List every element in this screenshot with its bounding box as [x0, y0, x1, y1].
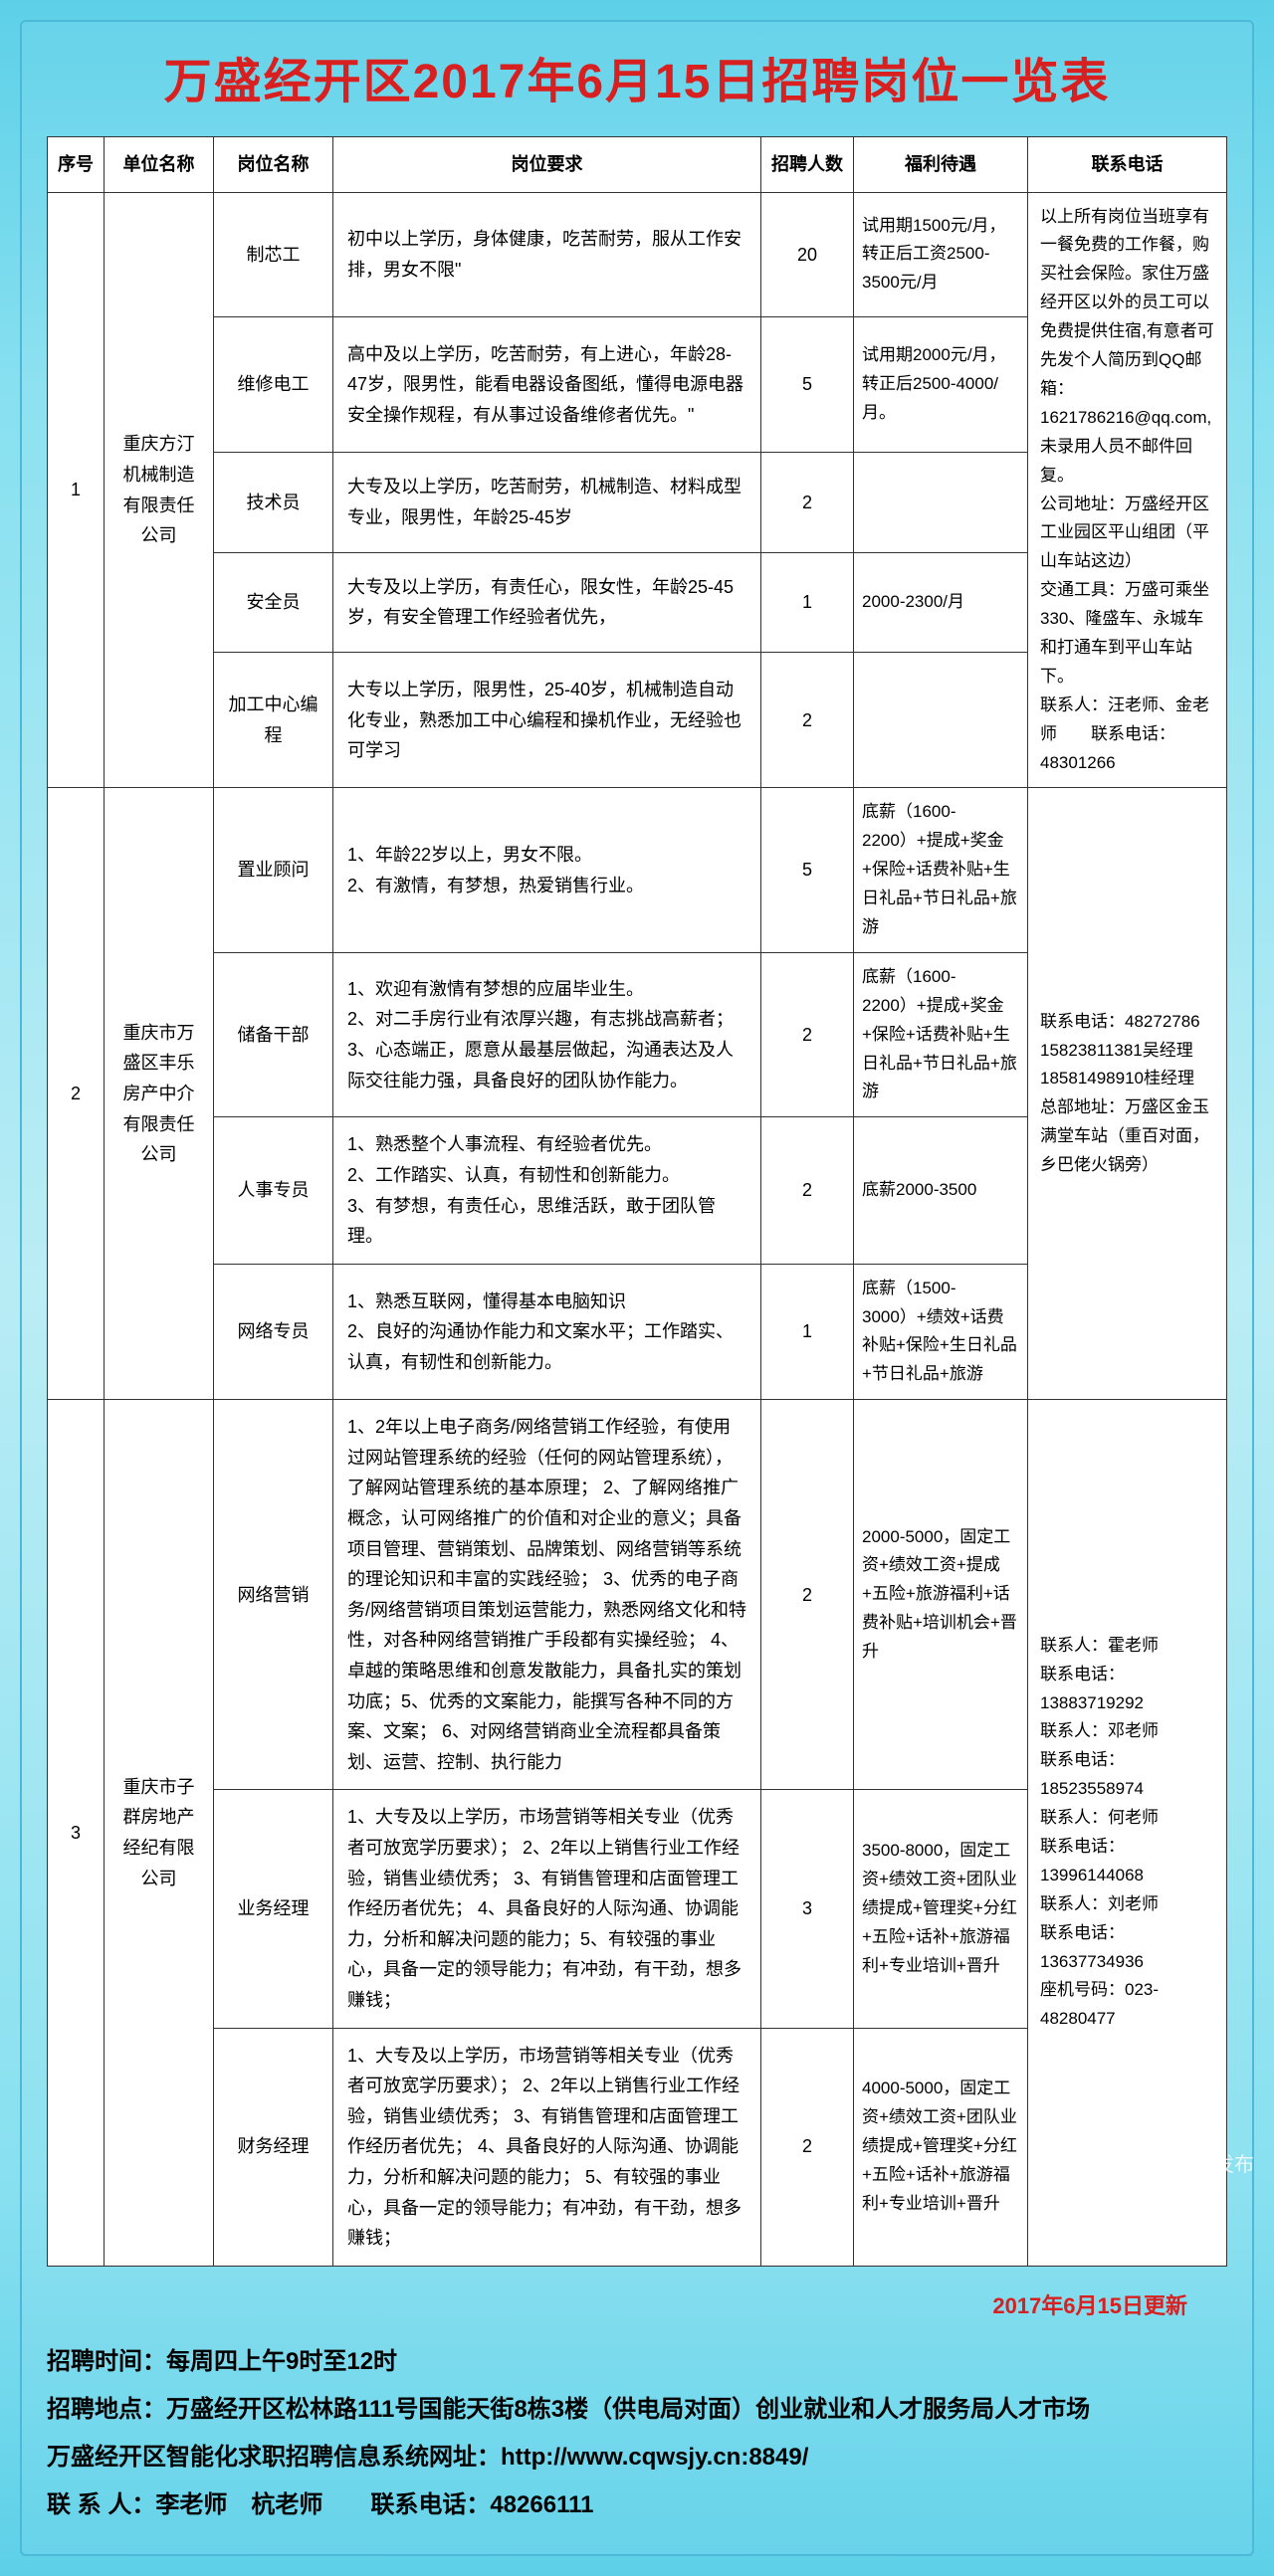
cell-benefit: 试用期1500元/月，转正后工资2500-3500元/月	[854, 192, 1028, 317]
cell-count: 20	[761, 192, 854, 317]
cell-benefit: 2000-2300/月	[854, 552, 1028, 652]
table-row: 3重庆市子群房地产经纪有限公司网络营销1、2年以上电子商务/网络营销工作经验，有…	[48, 1400, 1227, 1790]
cell-seq: 3	[48, 1400, 105, 2266]
cell-position: 加工中心编程	[214, 653, 333, 788]
poster-panel: 万盛经开区2017年6月15日招聘岗位一览表 序号 单位名称 岗位名称 岗位要求…	[20, 20, 1254, 2556]
cell-benefit: 3500-8000，固定工资+绩效工资+团队业绩提成+管理奖+分红+五险+话补+…	[854, 1790, 1028, 2028]
cell-count: 2	[761, 2028, 854, 2266]
cell-position: 储备干部	[214, 952, 333, 1116]
cell-count: 2	[761, 1117, 854, 1264]
footer-url: 万盛经开区智能化求职招聘信息系统网址：http://www.cqwsjy.cn:…	[47, 2434, 1227, 2481]
cell-position: 网络营销	[214, 1400, 333, 1790]
cell-contact: 以上所有岗位当班享有一餐免费的工作餐，购买社会保险。家住万盛经开区以外的员工可以…	[1028, 192, 1227, 788]
footer-contact: 联 系 人：李老师 杭老师 联系电话：48266111	[47, 2481, 1227, 2529]
cell-requirement: 高中及以上学历，吃苦耐劳，有上进心，年龄28-47岁，限男性，能看电器设备图纸，…	[333, 317, 761, 453]
cell-requirement: 1、熟悉互联网，懂得基本电脑知识2、良好的沟通协作能力和文案水平；工作踏实、认真…	[333, 1264, 761, 1400]
cell-company: 重庆市万盛区丰乐房产中介有限责任公司	[105, 788, 214, 1400]
cell-position: 人事专员	[214, 1117, 333, 1264]
th-contact: 联系电话	[1028, 137, 1227, 193]
cell-position: 置业顾问	[214, 788, 333, 952]
page-title: 万盛经开区2017年6月15日招聘岗位一览表	[47, 42, 1227, 111]
cell-requirement: 1、熟悉整个人事流程、有经验者优先。2、工作踏实、认真，有韧性和创新能力。3、有…	[333, 1117, 761, 1264]
cell-benefit: 4000-5000，固定工资+绩效工资+团队业绩提成+管理奖+分红+五险+话补+…	[854, 2028, 1028, 2266]
cell-requirement: 大专及以上学历，有责任心，限女性，年龄25-45岁，有安全管理工作经验者优先，	[333, 552, 761, 652]
cell-requirement: 1、大专及以上学历，市场营销等相关专业（优秀者可放宽学历要求）； 2、2年以上销…	[333, 2028, 761, 2266]
cell-contact: 联系人：霍老师联系电话：13883719292联系人：邓老师联系电话：18523…	[1028, 1400, 1227, 2266]
cell-requirement: 初中以上学历，身体健康，吃苦耐劳，服从工作安排，男女不限"	[333, 192, 761, 317]
cell-benefit	[854, 453, 1028, 552]
cell-position: 维修电工	[214, 317, 333, 453]
cell-position: 技术员	[214, 453, 333, 552]
th-position: 岗位名称	[214, 137, 333, 193]
table-row: 1重庆方汀机械制造有限责任公司制芯工初中以上学历，身体健康，吃苦耐劳，服从工作安…	[48, 192, 1227, 317]
cell-benefit: 底薪（1600-2200）+提成+奖金+保险+话费补贴+生日礼品+节日礼品+旅游	[854, 952, 1028, 1116]
cell-count: 5	[761, 788, 854, 952]
cell-requirement: 1、年龄22岁以上，男女不限。2、有激情，有梦想，热爱销售行业。	[333, 788, 761, 952]
table-header-row: 序号 单位名称 岗位名称 岗位要求 招聘人数 福利待遇 联系电话	[48, 137, 1227, 193]
th-benefit: 福利待遇	[854, 137, 1028, 193]
cell-requirement: 大专以上学历，限男性，25-40岁，机械制造自动化专业，熟悉加工中心编程和操机作…	[333, 653, 761, 788]
cell-requirement: 1、大专及以上学历，市场营销等相关专业（优秀者可放宽学历要求）； 2、2年以上销…	[333, 1790, 761, 2028]
watermark: 万盛微发布	[1121, 2148, 1254, 2177]
footer-block: 招聘时间：每周四上午9时至12时 招聘地点：万盛经开区松林路111号国能天街8栋…	[47, 2338, 1227, 2529]
cell-count: 1	[761, 1264, 854, 1400]
cell-count: 5	[761, 317, 854, 453]
cell-position: 网络专员	[214, 1264, 333, 1400]
cell-count: 3	[761, 1790, 854, 2028]
cell-count: 2	[761, 952, 854, 1116]
cell-requirement: 1、2年以上电子商务/网络营销工作经验，有使用过网站管理系统的经验（任何的网站管…	[333, 1400, 761, 1790]
cell-count: 2	[761, 453, 854, 552]
cell-benefit: 2000-5000，固定工资+绩效工资+提成+五险+旅游福利+话费补贴+培训机会…	[854, 1400, 1028, 1790]
footer-time: 招聘时间：每周四上午9时至12时	[47, 2338, 1227, 2386]
cell-requirement: 1、欢迎有激情有梦想的应届毕业生。2、对二手房行业有浓厚兴趣，有志挑战高薪者；3…	[333, 952, 761, 1116]
cell-benefit	[854, 653, 1028, 788]
table-row: 2重庆市万盛区丰乐房产中介有限责任公司置业顾问1、年龄22岁以上，男女不限。2、…	[48, 788, 1227, 952]
wechat-icon	[1121, 2150, 1147, 2176]
watermark-text: 万盛微发布	[1155, 2148, 1254, 2177]
cell-seq: 2	[48, 788, 105, 1400]
th-seq: 序号	[48, 137, 105, 193]
cell-position: 业务经理	[214, 1790, 333, 2028]
cell-contact: 联系电话：4827278615823811381吴经理18581498910桂经…	[1028, 788, 1227, 1400]
cell-requirement: 大专及以上学历，吃苦耐劳，机械制造、材料成型专业，限男性，年龄25-45岁	[333, 453, 761, 552]
cell-benefit: 试用期2000元/月，转正后2500-4000/月。	[854, 317, 1028, 453]
footer-location: 招聘地点：万盛经开区松林路111号国能天街8栋3楼（供电局对面）创业就业和人才服…	[47, 2386, 1227, 2434]
cell-company: 重庆方汀机械制造有限责任公司	[105, 192, 214, 788]
cell-position: 财务经理	[214, 2028, 333, 2266]
update-date: 2017年6月15日更新	[47, 2288, 1187, 2320]
cell-benefit: 底薪（1500-3000）+绩效+话费补贴+保险+生日礼品+节日礼品+旅游	[854, 1264, 1028, 1400]
th-company: 单位名称	[105, 137, 214, 193]
cell-count: 2	[761, 653, 854, 788]
th-requirement: 岗位要求	[333, 137, 761, 193]
cell-count: 1	[761, 552, 854, 652]
cell-position: 制芯工	[214, 192, 333, 317]
job-table: 序号 单位名称 岗位名称 岗位要求 招聘人数 福利待遇 联系电话 1重庆方汀机械…	[47, 136, 1227, 2267]
cell-company: 重庆市子群房地产经纪有限公司	[105, 1400, 214, 2266]
th-count: 招聘人数	[761, 137, 854, 193]
cell-benefit: 底薪（1600-2200）+提成+奖金+保险+话费补贴+生日礼品+节日礼品+旅游	[854, 788, 1028, 952]
cell-count: 2	[761, 1400, 854, 1790]
cell-position: 安全员	[214, 552, 333, 652]
cell-seq: 1	[48, 192, 105, 788]
cell-benefit: 底薪2000-3500	[854, 1117, 1028, 1264]
